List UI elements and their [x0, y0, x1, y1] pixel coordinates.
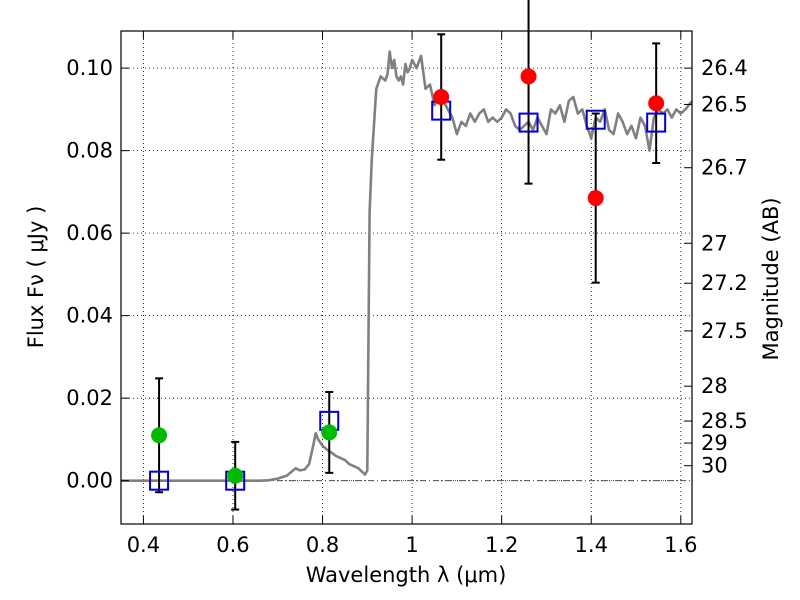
- detection-point: [587, 190, 604, 207]
- magnitude-tick-label: 27: [701, 231, 728, 255]
- nondetection-point: [227, 467, 244, 484]
- x-tick-label: 0.4: [127, 533, 160, 557]
- x-tick-label: 1.2: [485, 533, 518, 557]
- y-axis-label-left: Flux Fν ( μJy ): [24, 206, 48, 349]
- x-tick-label: 1.6: [664, 533, 697, 557]
- nondetection-point: [151, 427, 168, 444]
- magnitude-tick-label: 26.7: [701, 156, 748, 180]
- model-photometry-square: [585, 109, 606, 130]
- y-tick-label: 0.04: [66, 304, 113, 328]
- plot-frame: [120, 30, 693, 525]
- magnitude-tick-label: 28: [701, 374, 728, 398]
- x-axis-ticks: 0.4 0.6 0.8 1 1.2 1.4 1.6: [127, 31, 698, 557]
- x-tick-label: 1.4: [575, 533, 608, 557]
- magnitude-tick-label: 28.5: [701, 409, 748, 433]
- points-layer: [149, 68, 667, 491]
- detection-point: [433, 89, 450, 106]
- model-spectrum-line: [121, 50, 694, 482]
- magnitude-tick-label: 27.2: [701, 271, 748, 295]
- magnitude-tick-label: 27.5: [701, 319, 748, 343]
- nondetection-point: [321, 424, 338, 441]
- model-photometry-square: [646, 112, 667, 133]
- x-tick-label: 0.6: [216, 533, 249, 557]
- y-axis-ticks: 0.00 0.02 0.04 0.06 0.08 0.10: [66, 56, 129, 493]
- plot-area: [121, 31, 692, 524]
- model-spectrum-layer: [121, 50, 694, 482]
- y-tick-label: 0.10: [66, 56, 113, 80]
- model-photometry-square: [518, 112, 539, 133]
- x-axis-label: Wavelength λ (μm): [306, 563, 507, 587]
- y-axis-label-right: Magnitude (AB): [759, 197, 783, 360]
- magnitude-tick-label: 26.5: [701, 92, 748, 116]
- y-tick-label: 0.06: [66, 221, 113, 245]
- y-tick-label: 0.00: [66, 469, 113, 493]
- detection-point: [520, 68, 537, 85]
- magnitude-tick-label: 29: [701, 431, 728, 455]
- magnitude-tick-label: 30: [701, 454, 728, 478]
- magnitude-tick-label: 26.4: [701, 56, 748, 80]
- y-tick-label: 0.08: [66, 139, 113, 163]
- model-photometry-square: [149, 470, 170, 491]
- detection-point: [648, 95, 665, 112]
- x-tick-label: 0.8: [306, 533, 339, 557]
- x-tick-label: 1: [405, 533, 418, 557]
- y-tick-label: 0.02: [66, 386, 113, 410]
